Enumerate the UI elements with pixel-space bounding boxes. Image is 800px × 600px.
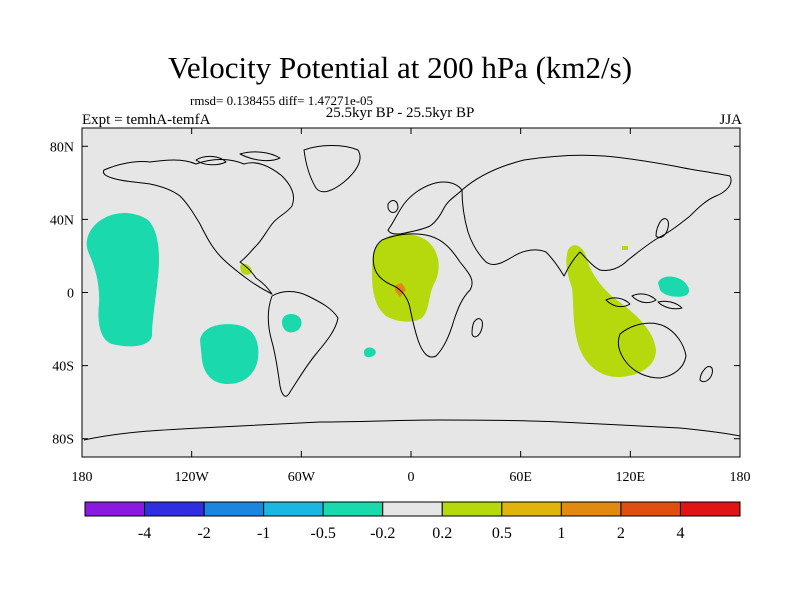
y-tick-label: 40N [50, 213, 74, 228]
colorbar-label: -4 [138, 525, 151, 542]
colorbar-label: 1 [557, 525, 565, 542]
x-tick-label: 120E [616, 470, 646, 485]
period-label: 25.5kyr BP - 25.5kyr BP [325, 105, 475, 121]
y-tick-label: 80N [50, 140, 74, 155]
colorbar-label: -2 [197, 525, 210, 542]
africa-positive [372, 233, 439, 322]
y-tick-label: 80S [52, 433, 74, 448]
season-label: JJA [719, 112, 742, 128]
y-tick-label: 40S [52, 360, 74, 375]
south-america-negative [282, 314, 302, 333]
indian-ocean-positive [566, 245, 656, 378]
colorbar: -4 -2 -1 -0.5 -0.2 0.2 0.5 1 2 4 [84, 501, 741, 542]
experiment-label: Expt = temhA-temfA [82, 112, 211, 128]
plot-title: Velocity Potential at 200 hPa (km2/s) [167, 50, 633, 85]
x-tick-label: 60W [288, 470, 316, 485]
coastlines [83, 145, 741, 441]
x-axis: 180 120W 60W 0 60E 120E 180 [72, 128, 751, 485]
southeast-pacific-negative [200, 324, 259, 384]
colorbar-swatch [263, 501, 324, 517]
stats-label: rmsd= 0.138455 diff= 1.47271e-05 [190, 93, 374, 108]
x-tick-label: 60E [509, 470, 532, 485]
colorbar-swatch [84, 501, 146, 517]
y-tick-label: 0 [67, 287, 74, 302]
colorbar-swatch [203, 501, 265, 517]
colorbar-swatch [441, 501, 503, 517]
south-atlantic-negative [364, 347, 376, 358]
colorbar-label: -1 [257, 525, 270, 542]
colorbar-label: 2 [617, 525, 625, 542]
colorbar-swatch [620, 501, 681, 517]
colorbar-label: 4 [676, 525, 684, 542]
colorbar-swatch [322, 501, 384, 517]
west-pacific-negative [658, 276, 690, 297]
colorbar-label: -0.2 [370, 525, 395, 542]
colorbar-label: 0.2 [432, 525, 452, 542]
x-tick-label: 120W [175, 470, 210, 485]
x-tick-label: 0 [408, 470, 415, 485]
colorbar-swatch [382, 501, 443, 517]
central-pacific-negative [86, 213, 159, 347]
colorbar-label: -0.5 [311, 525, 336, 542]
central-america-positive [240, 263, 252, 275]
colorbar-swatch [501, 501, 562, 517]
colorbar-label: 0.5 [492, 525, 512, 542]
colorbar-swatch [679, 501, 741, 517]
colorbar-swatch [144, 501, 205, 517]
y-axis: 80N 40N 0 40S 80S [50, 140, 740, 448]
small-positive-asia [622, 246, 628, 250]
x-tick-label: 180 [72, 470, 93, 485]
colorbar-swatch [560, 501, 622, 517]
x-tick-label: 180 [730, 470, 751, 485]
